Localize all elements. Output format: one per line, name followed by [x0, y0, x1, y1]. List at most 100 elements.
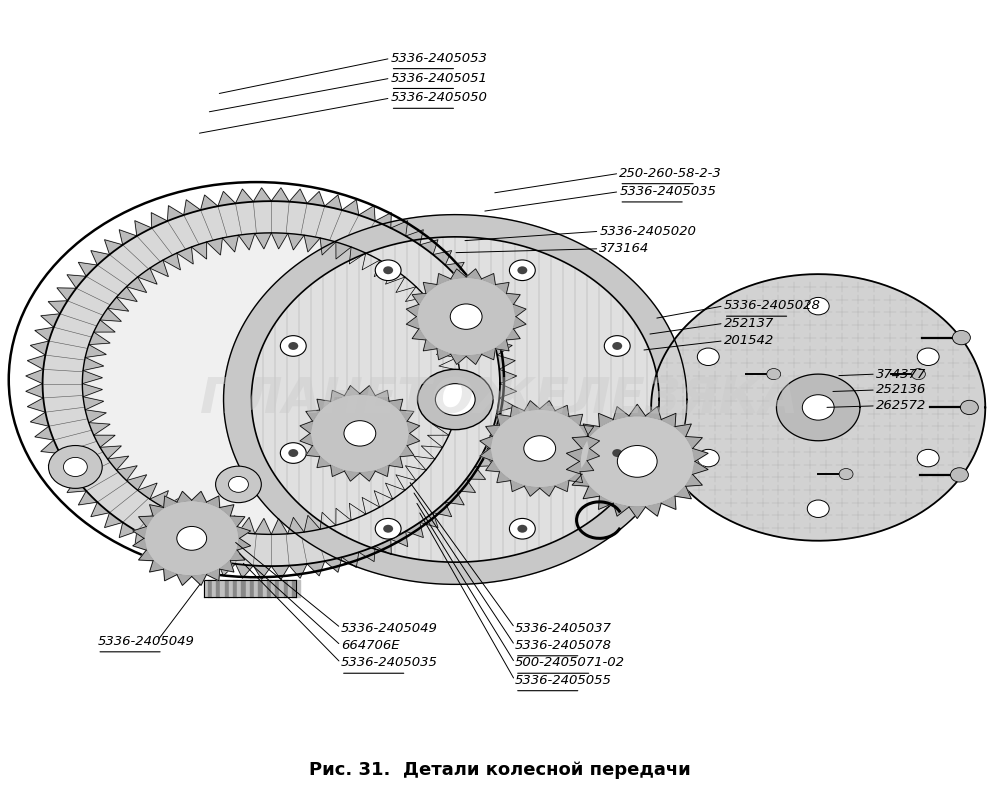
Polygon shape	[48, 454, 67, 467]
Text: 250-260-58-2-3: 250-260-58-2-3	[619, 167, 722, 180]
Circle shape	[450, 304, 482, 329]
Polygon shape	[513, 304, 526, 316]
Polygon shape	[613, 503, 629, 516]
Circle shape	[950, 467, 968, 482]
Circle shape	[288, 342, 298, 350]
Polygon shape	[306, 446, 320, 457]
Text: 5336-2405028: 5336-2405028	[724, 300, 821, 312]
Circle shape	[960, 400, 978, 415]
Polygon shape	[135, 221, 152, 236]
Polygon shape	[440, 371, 460, 384]
Circle shape	[280, 336, 306, 356]
Polygon shape	[686, 475, 702, 487]
Polygon shape	[30, 341, 49, 355]
Polygon shape	[506, 329, 520, 340]
Polygon shape	[440, 384, 460, 397]
Polygon shape	[91, 251, 110, 265]
Polygon shape	[35, 328, 54, 341]
Polygon shape	[661, 413, 676, 427]
Polygon shape	[362, 253, 380, 270]
Polygon shape	[304, 515, 320, 532]
Polygon shape	[164, 569, 177, 581]
Polygon shape	[412, 293, 426, 304]
Polygon shape	[307, 192, 325, 206]
Polygon shape	[497, 471, 510, 483]
Polygon shape	[475, 454, 494, 467]
Polygon shape	[271, 519, 288, 535]
Circle shape	[288, 449, 298, 457]
Polygon shape	[127, 277, 147, 292]
Polygon shape	[360, 386, 375, 396]
Polygon shape	[466, 467, 486, 479]
Polygon shape	[164, 496, 177, 507]
Circle shape	[517, 266, 527, 274]
Polygon shape	[524, 400, 540, 411]
Polygon shape	[306, 410, 320, 421]
Polygon shape	[85, 344, 106, 357]
Circle shape	[604, 443, 630, 463]
Polygon shape	[206, 496, 220, 507]
Polygon shape	[776, 374, 860, 441]
Polygon shape	[150, 561, 164, 572]
Polygon shape	[119, 523, 137, 538]
Polygon shape	[572, 475, 589, 487]
Polygon shape	[222, 235, 238, 252]
Polygon shape	[391, 221, 408, 236]
Polygon shape	[587, 436, 600, 448]
Polygon shape	[445, 262, 464, 276]
Polygon shape	[184, 200, 201, 215]
Polygon shape	[78, 491, 97, 505]
Circle shape	[767, 368, 781, 380]
Polygon shape	[480, 436, 492, 448]
Polygon shape	[207, 238, 222, 255]
Text: 5336-2405050: 5336-2405050	[391, 92, 487, 105]
Circle shape	[63, 457, 87, 476]
Polygon shape	[629, 404, 645, 415]
Polygon shape	[375, 213, 391, 228]
Text: 5336-2405055: 5336-2405055	[515, 674, 612, 687]
Polygon shape	[67, 275, 86, 288]
Polygon shape	[331, 466, 344, 476]
Polygon shape	[427, 435, 449, 447]
Circle shape	[524, 435, 556, 461]
Polygon shape	[686, 436, 702, 448]
Polygon shape	[480, 448, 492, 461]
Polygon shape	[420, 513, 438, 527]
Polygon shape	[349, 503, 366, 520]
Polygon shape	[163, 253, 180, 270]
Polygon shape	[675, 487, 691, 499]
Polygon shape	[222, 515, 238, 532]
Polygon shape	[497, 414, 510, 425]
Polygon shape	[362, 498, 380, 515]
Polygon shape	[43, 201, 500, 566]
Polygon shape	[117, 287, 137, 301]
Polygon shape	[100, 446, 121, 459]
Polygon shape	[139, 516, 153, 527]
Polygon shape	[35, 426, 54, 440]
Polygon shape	[331, 390, 344, 401]
Polygon shape	[150, 505, 164, 516]
Text: ПЛАНЕТОЖЕЛЕЗЯКА: ПЛАНЕТОЖЕЛЕЗЯКА	[200, 376, 800, 423]
Polygon shape	[163, 498, 180, 515]
Circle shape	[416, 277, 516, 356]
Polygon shape	[466, 355, 482, 364]
Text: 5336-2405053: 5336-2405053	[391, 52, 487, 65]
Polygon shape	[439, 397, 460, 410]
Polygon shape	[423, 340, 437, 351]
Polygon shape	[406, 523, 423, 538]
Polygon shape	[497, 355, 515, 369]
Polygon shape	[587, 448, 600, 461]
Polygon shape	[375, 466, 389, 476]
Polygon shape	[406, 304, 419, 316]
Polygon shape	[235, 189, 253, 204]
Polygon shape	[524, 487, 540, 496]
Polygon shape	[645, 407, 661, 419]
Polygon shape	[237, 539, 251, 551]
Circle shape	[509, 519, 535, 539]
Polygon shape	[206, 569, 220, 581]
Polygon shape	[237, 527, 251, 539]
Polygon shape	[482, 273, 495, 284]
Polygon shape	[253, 566, 271, 579]
Polygon shape	[218, 561, 235, 576]
Polygon shape	[433, 332, 454, 344]
